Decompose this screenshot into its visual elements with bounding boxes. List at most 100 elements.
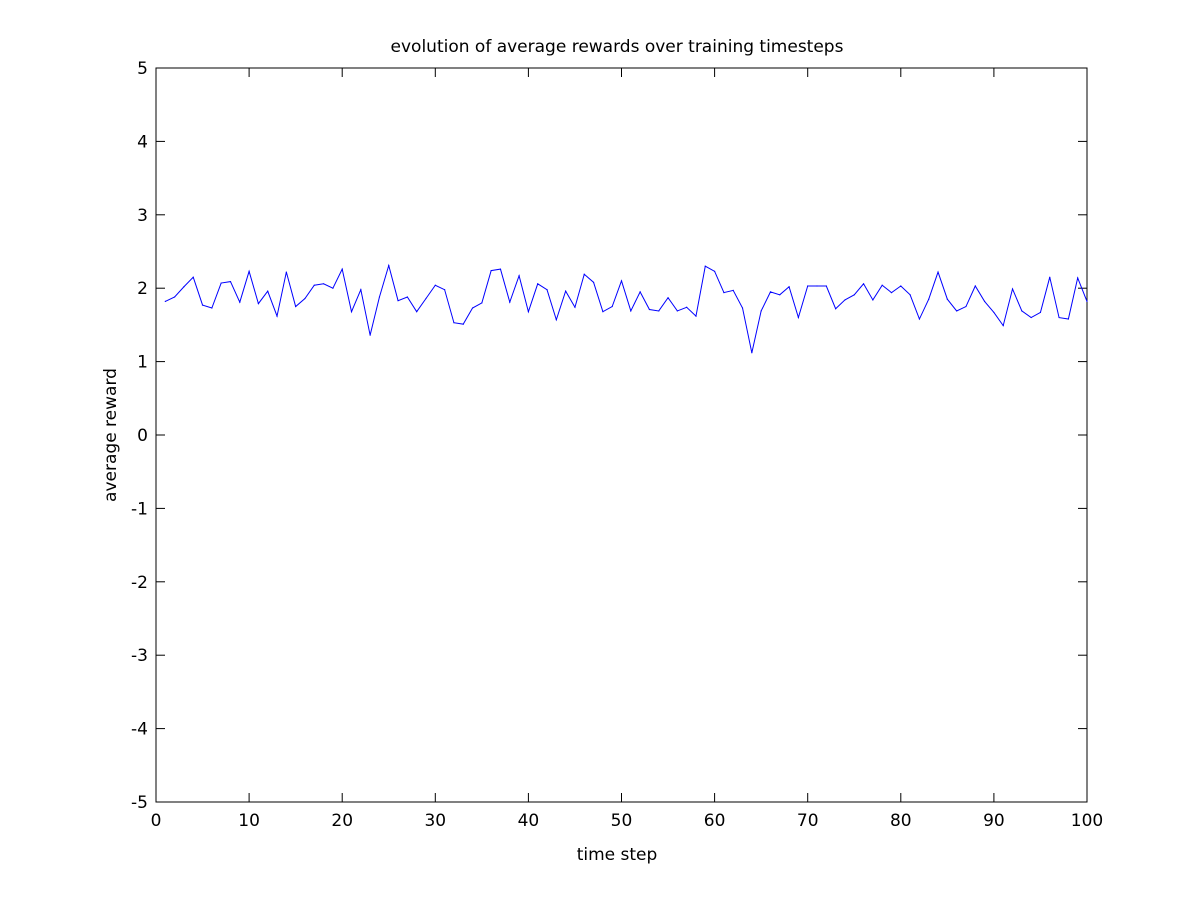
data-point	[844, 299, 846, 301]
y-tick-label: -3	[131, 646, 148, 666]
data-point	[946, 298, 948, 300]
x-tick-label: 90	[983, 811, 1005, 831]
data-point	[229, 280, 232, 283]
data-point	[555, 319, 557, 321]
data-point	[425, 297, 427, 300]
y-axis-label: average reward	[101, 368, 121, 502]
data-point	[257, 303, 260, 305]
data-point	[1058, 316, 1060, 319]
axis-tick-labels: 0 10 20 30 40 50 60 70 80 90 100 -5 -4 -3 -2 -1 0 1 2 3 4 5	[131, 59, 1103, 831]
y-tick-label: 0	[137, 426, 148, 446]
data-point	[518, 275, 520, 277]
data-point	[872, 299, 874, 301]
data-point	[285, 271, 287, 273]
plot-area-frame	[155, 67, 1088, 803]
data-point	[1011, 288, 1014, 290]
data-point	[350, 311, 353, 313]
data-point	[267, 290, 269, 292]
data-point	[890, 292, 893, 294]
data-point	[918, 318, 921, 320]
y-tick-label: 4	[137, 132, 148, 152]
data-point	[592, 281, 595, 283]
data-point	[583, 273, 585, 275]
data-point	[378, 296, 381, 298]
data-point	[648, 308, 651, 311]
data-point	[276, 315, 278, 317]
data-point	[546, 289, 548, 291]
data-point	[751, 352, 753, 354]
data-point	[499, 268, 502, 270]
data-point	[676, 310, 678, 312]
data-point	[965, 305, 967, 308]
data-point	[416, 311, 418, 313]
data-point	[816, 285, 818, 287]
data-point	[444, 289, 446, 291]
data-point	[1030, 316, 1032, 319]
x-tick-label: 100	[1071, 811, 1103, 831]
x-tick-label: 10	[238, 811, 260, 831]
data-point	[983, 300, 986, 303]
y-tick-label: 1	[137, 353, 148, 373]
x-tick-label: 50	[611, 811, 633, 831]
data-point	[527, 311, 530, 313]
data-point	[490, 269, 492, 272]
data-point	[360, 289, 362, 291]
data-point	[853, 294, 855, 296]
data-point	[239, 301, 241, 303]
data-point	[928, 298, 930, 300]
data-point	[174, 296, 176, 298]
data-point	[611, 305, 613, 308]
x-tick-label: 40	[518, 811, 540, 831]
data-point	[732, 289, 734, 291]
data-point	[667, 297, 669, 299]
x-tick-label: 60	[704, 811, 726, 831]
data-point	[779, 294, 781, 296]
y-tick-label: 2	[137, 279, 148, 299]
x-tick-label: 20	[331, 811, 353, 831]
data-point	[434, 284, 436, 286]
data-point	[537, 283, 539, 285]
data-point	[909, 294, 911, 296]
data-point	[807, 285, 809, 287]
data-point	[1086, 300, 1088, 303]
data-point	[993, 311, 995, 314]
y-tick-label: -5	[131, 793, 148, 813]
data-point	[937, 271, 939, 273]
data-point	[332, 287, 334, 289]
data-point	[862, 283, 865, 285]
data-point	[211, 307, 213, 309]
data-point	[1039, 311, 1042, 314]
x-axis-label: time step	[577, 845, 658, 865]
data-point	[471, 307, 474, 309]
data-point	[1049, 276, 1051, 278]
data-point	[565, 290, 567, 292]
data-point	[462, 323, 464, 325]
data-point	[658, 310, 660, 312]
data-point	[1021, 310, 1023, 312]
data-point	[509, 301, 511, 303]
data-point	[164, 300, 166, 303]
y-tick-label: -1	[131, 499, 148, 519]
data-point	[322, 283, 325, 285]
data-point	[620, 280, 623, 282]
data-point	[248, 270, 250, 272]
data-point	[304, 297, 306, 300]
data-point	[406, 296, 408, 298]
data-point	[797, 316, 799, 319]
data-point	[630, 310, 632, 312]
data-point	[388, 264, 390, 267]
data-point	[695, 315, 697, 317]
x-tick-label: 70	[797, 811, 819, 831]
data-point	[723, 292, 725, 294]
data-point	[769, 291, 772, 293]
data-point	[1077, 277, 1079, 279]
data-point	[741, 307, 744, 309]
data-point	[574, 306, 576, 308]
data-point	[192, 276, 194, 278]
data-point	[295, 305, 297, 308]
data-point	[956, 310, 958, 312]
data-point	[602, 311, 604, 313]
y-tick-label: 3	[137, 206, 148, 226]
y-tick-label: -2	[131, 573, 148, 593]
